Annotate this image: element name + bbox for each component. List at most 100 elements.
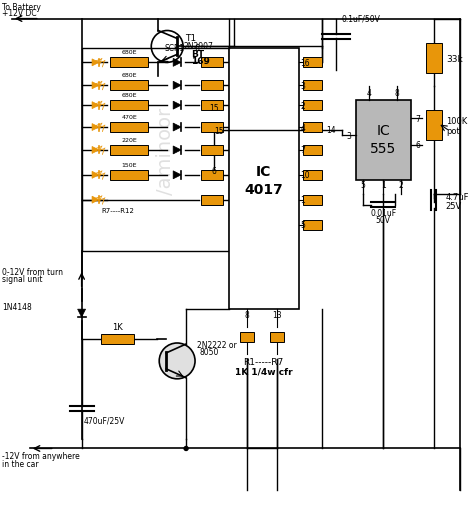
Text: 1K 1/4w cfr: 1K 1/4w cfr — [235, 367, 292, 376]
Text: 7: 7 — [301, 146, 305, 155]
Polygon shape — [92, 60, 99, 67]
Text: 6: 6 — [416, 141, 420, 150]
Bar — [270, 332, 283, 343]
Bar — [356, 101, 410, 180]
Bar — [201, 58, 223, 68]
Bar — [110, 123, 148, 133]
Text: 2N2222 or: 2N2222 or — [197, 341, 237, 349]
Text: 50V: 50V — [375, 215, 391, 224]
Text: 470E: 470E — [121, 115, 137, 120]
Text: 1N4148: 1N4148 — [2, 302, 32, 312]
Text: -12V from anywhere: -12V from anywhere — [2, 451, 80, 461]
Text: 555: 555 — [370, 142, 396, 156]
Text: IC: IC — [376, 124, 390, 138]
Text: SCR1----6: SCR1----6 — [164, 44, 200, 53]
Bar — [426, 44, 442, 74]
Text: IC: IC — [256, 164, 272, 179]
Text: 8: 8 — [245, 310, 249, 320]
Text: pot: pot — [446, 126, 460, 135]
Text: 33k: 33k — [446, 55, 463, 64]
Text: BT: BT — [191, 50, 204, 59]
Bar — [201, 146, 223, 156]
Text: 7: 7 — [416, 115, 420, 123]
Polygon shape — [173, 82, 181, 90]
Polygon shape — [173, 124, 181, 132]
Text: T1: T1 — [185, 35, 196, 43]
Bar — [302, 195, 322, 205]
Polygon shape — [173, 102, 181, 110]
Text: 5: 5 — [361, 180, 365, 189]
Text: 2: 2 — [399, 180, 403, 189]
Text: +12V DC: +12V DC — [2, 9, 36, 17]
Bar — [82, 49, 229, 252]
Text: 680E: 680E — [122, 93, 137, 98]
Polygon shape — [92, 82, 99, 90]
Text: 13: 13 — [272, 310, 282, 320]
Bar — [302, 101, 322, 111]
Bar — [201, 101, 223, 111]
Bar — [110, 146, 148, 156]
Bar — [302, 123, 322, 133]
Text: 15: 15 — [214, 126, 224, 135]
Bar — [110, 171, 148, 180]
Text: 100K: 100K — [446, 117, 467, 125]
Text: 2N2907: 2N2907 — [183, 42, 213, 51]
Bar — [302, 146, 322, 156]
Bar — [201, 123, 223, 133]
Text: 150E: 150E — [122, 162, 137, 167]
Polygon shape — [78, 309, 86, 318]
Text: R1-----R7: R1-----R7 — [244, 357, 284, 366]
Bar — [426, 111, 442, 140]
Circle shape — [184, 446, 188, 450]
Text: 14: 14 — [326, 126, 336, 135]
Polygon shape — [92, 197, 99, 204]
Circle shape — [159, 343, 195, 379]
Text: in the car: in the car — [2, 460, 38, 468]
Bar — [302, 171, 322, 180]
Polygon shape — [173, 172, 181, 180]
Bar — [302, 81, 322, 91]
Text: 3: 3 — [346, 131, 351, 140]
Bar — [302, 58, 322, 68]
Text: 0.01uF: 0.01uF — [370, 208, 396, 217]
Text: 3: 3 — [301, 81, 305, 91]
Text: R7----R12: R7----R12 — [101, 207, 134, 213]
Bar — [240, 332, 254, 343]
Polygon shape — [173, 147, 181, 155]
Text: 680E: 680E — [122, 73, 137, 78]
Polygon shape — [92, 147, 99, 154]
Bar — [229, 49, 299, 309]
Bar — [110, 81, 148, 91]
Bar — [100, 334, 134, 345]
Text: signal unit: signal unit — [2, 275, 43, 284]
Text: 4017: 4017 — [244, 182, 283, 196]
Bar — [110, 101, 148, 111]
Polygon shape — [92, 102, 99, 109]
Text: 470uF/25V: 470uF/25V — [83, 416, 125, 425]
Text: 0-12V from turn: 0-12V from turn — [2, 268, 63, 277]
Text: 10: 10 — [301, 171, 310, 180]
Text: 1: 1 — [381, 180, 385, 189]
Bar — [201, 81, 223, 91]
Text: 5: 5 — [301, 220, 305, 230]
Text: 8: 8 — [395, 89, 400, 98]
Bar — [110, 58, 148, 68]
Text: 15: 15 — [209, 104, 219, 113]
Text: 4.7uF: 4.7uF — [446, 193, 469, 202]
Text: 16: 16 — [301, 59, 310, 68]
Text: 220E: 220E — [121, 138, 137, 143]
Text: 4: 4 — [301, 123, 305, 132]
Text: 4: 4 — [367, 89, 372, 98]
Polygon shape — [92, 124, 99, 131]
Text: 2: 2 — [301, 101, 305, 110]
Bar — [201, 171, 223, 180]
Text: 680E: 680E — [122, 50, 137, 55]
Text: 6: 6 — [211, 166, 217, 176]
Text: 8050: 8050 — [199, 347, 219, 356]
Text: /aminoor: /aminoor — [155, 107, 175, 194]
Bar — [201, 195, 223, 205]
Polygon shape — [173, 59, 181, 67]
Text: To Battery: To Battery — [2, 3, 41, 12]
Text: 169: 169 — [191, 57, 210, 66]
Polygon shape — [92, 172, 99, 179]
